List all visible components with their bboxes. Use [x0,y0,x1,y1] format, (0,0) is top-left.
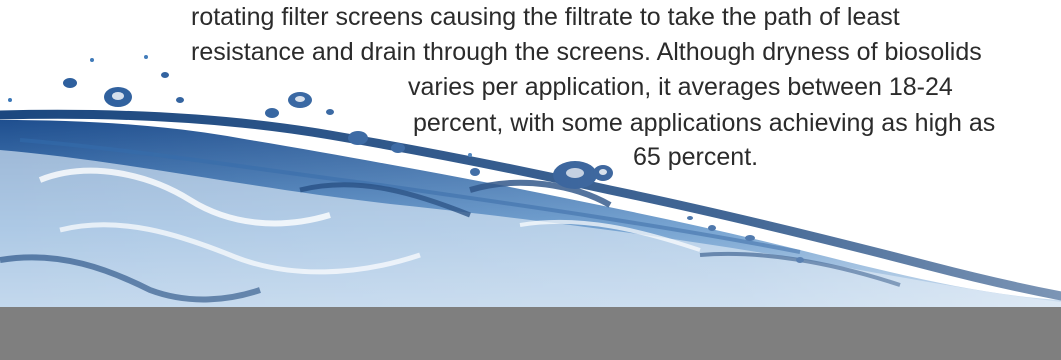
paragraph-line: 65 percent. [633,143,759,171]
body-paragraph: rotating filter screens causing the filt… [191,3,996,171]
paragraph-line: rotating filter screens causing the filt… [191,3,900,31]
paragraph-line: resistance and drain through the screens… [191,38,982,66]
paragraph-line: percent, with some applications achievin… [413,109,996,137]
footer-bar [0,307,1061,360]
paragraph-line: varies per application, it averages betw… [408,73,953,101]
